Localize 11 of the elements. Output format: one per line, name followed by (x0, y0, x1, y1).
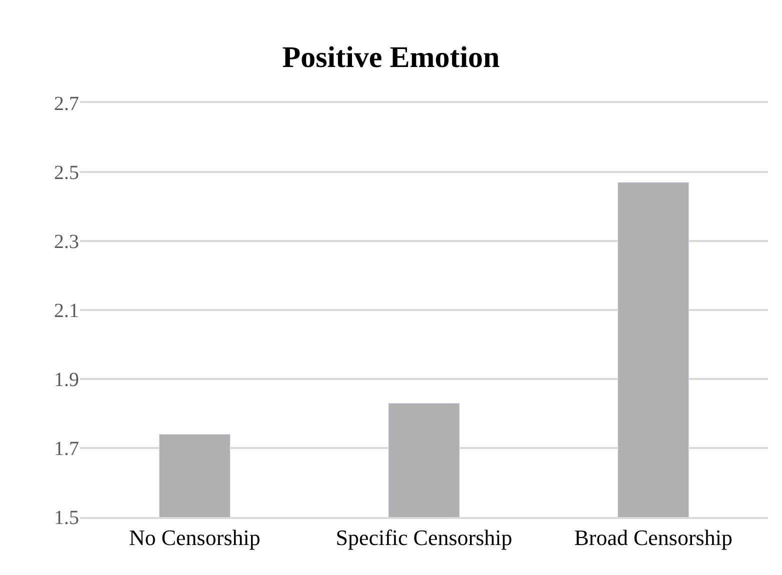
x-tick-label: Specific Censorship (336, 525, 512, 550)
x-tick-label: Broad Censorship (574, 525, 732, 550)
y-tick-label: 2.1 (54, 300, 79, 322)
chart-title: Positive Emotion (282, 41, 500, 74)
y-tick-label: 2.7 (54, 93, 79, 115)
y-tick-label: 1.7 (54, 438, 79, 460)
x-tick-label: No Censorship (128, 525, 260, 550)
y-tick-label: 1.9 (54, 369, 79, 391)
y-tick-label: 2.5 (54, 162, 79, 184)
y-tick-label: 1.5 (54, 507, 79, 529)
y-tick-label: 2.3 (54, 231, 79, 253)
